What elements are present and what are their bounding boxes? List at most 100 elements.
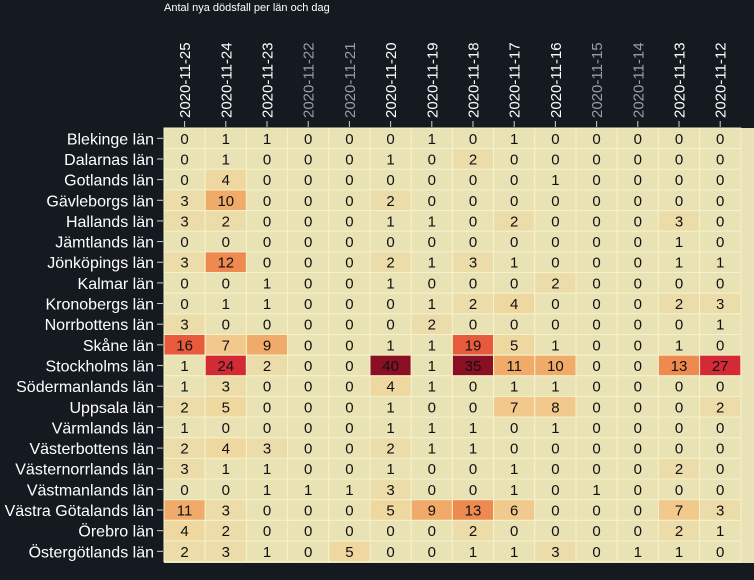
cell-value: 0 [304,172,312,189]
cell-value: 0 [551,441,559,458]
cell-value: 0 [345,193,353,210]
cell-value: 0 [304,399,312,416]
cell-value: 2 [716,399,724,416]
cell-value: 1 [263,131,271,148]
cell-value: 0 [263,172,271,189]
cell-value: 0 [345,523,353,540]
cell-value: 3 [263,441,271,458]
cell-value: 0 [345,296,353,313]
cell-value: 0 [551,255,559,272]
cell-value: 0 [222,275,230,292]
cell-value: 2 [469,296,477,313]
cell-value: 1 [386,213,394,230]
cell-value: 0 [263,213,271,230]
cell-value: 2 [180,441,188,458]
cell-value: 0 [469,379,477,396]
cell-value: 10 [547,358,564,375]
cell-value: 1 [469,544,477,561]
cell-value: 1 [428,379,436,396]
cell-value: 0 [675,482,683,499]
row-label: Dalarnas län [64,152,154,169]
row-label: Kronobergs län [45,297,154,314]
cell-value: 1 [345,482,353,499]
cell-value: 0 [716,172,724,189]
cell-value: 0 [510,523,518,540]
cell-value: 0 [592,275,600,292]
cell-value: 0 [469,234,477,251]
cell-value: 0 [428,461,436,478]
column-label: 2020-11-18 [466,42,483,118]
cell-value: 1 [263,296,271,313]
cell-value: 0 [634,399,642,416]
cell-value: 0 [634,461,642,478]
cell-value: 0 [428,193,436,210]
cell-value: 0 [345,275,353,292]
cell-value: 2 [428,317,436,334]
cell-value: 0 [592,441,600,458]
cell-value: 0 [510,275,518,292]
cell-value: 0 [304,544,312,561]
cell-value: 2 [675,296,683,313]
cell-value: 2 [675,461,683,478]
cell-value: 3 [180,193,188,210]
cell-value: 0 [716,193,724,210]
cell-value: 2 [222,523,230,540]
cell-value: 0 [592,461,600,478]
cell-value: 1 [428,337,436,354]
cell-value: 0 [592,544,600,561]
cell-value: 0 [634,358,642,375]
cell-value: 0 [304,234,312,251]
cell-value: 0 [263,399,271,416]
cell-value: 0 [469,317,477,334]
cell-value: 0 [304,131,312,148]
cell-value: 0 [180,275,188,292]
cell-value: 0 [386,523,394,540]
cell-value: 0 [675,441,683,458]
cell-value: 0 [510,151,518,168]
cell-value: 0 [551,503,559,520]
cell-value: 0 [634,234,642,251]
cell-value: 0 [592,131,600,148]
cell-value: 2 [386,193,394,210]
cell-value: 0 [263,255,271,272]
cell-value: 0 [263,193,271,210]
cell-value: 0 [634,503,642,520]
cell-value: 2 [263,358,271,375]
cell-value: 0 [634,317,642,334]
cell-value: 1 [428,296,436,313]
cell-value: 0 [345,461,353,478]
cell-value: 0 [675,131,683,148]
cell-value: 1 [716,317,724,334]
cell-value: 1 [469,420,477,437]
row-label: Norrbottens län [45,317,154,334]
cell-value: 1 [716,255,724,272]
row-label: Västerbottens län [29,441,154,458]
cell-value: 5 [386,503,394,520]
cell-value: 1 [180,420,188,437]
cell-value: 1 [180,379,188,396]
cell-value: 1 [551,337,559,354]
cell-value: 1 [263,482,271,499]
cell-value: 0 [634,255,642,272]
cell-value: 1 [551,379,559,396]
column-label: 2020-11-16 [548,42,565,118]
cell-value: 0 [345,151,353,168]
cell-value: 0 [592,337,600,354]
cell-value: 2 [386,255,394,272]
cell-value: 0 [510,172,518,189]
cell-value: 0 [428,151,436,168]
cell-value: 0 [263,317,271,334]
heatmap-cells [163,127,742,563]
cell-value: 1 [428,213,436,230]
cell-value: 3 [386,482,394,499]
cell-value: 0 [304,503,312,520]
cell-value: 1 [386,461,394,478]
cell-value: 0 [592,503,600,520]
cell-value: 0 [345,172,353,189]
cell-value: 1 [592,482,600,499]
cell-value: 1 [510,482,518,499]
cell-value: 0 [386,234,394,251]
cell-value: 1 [222,131,230,148]
cell-value: 0 [551,193,559,210]
